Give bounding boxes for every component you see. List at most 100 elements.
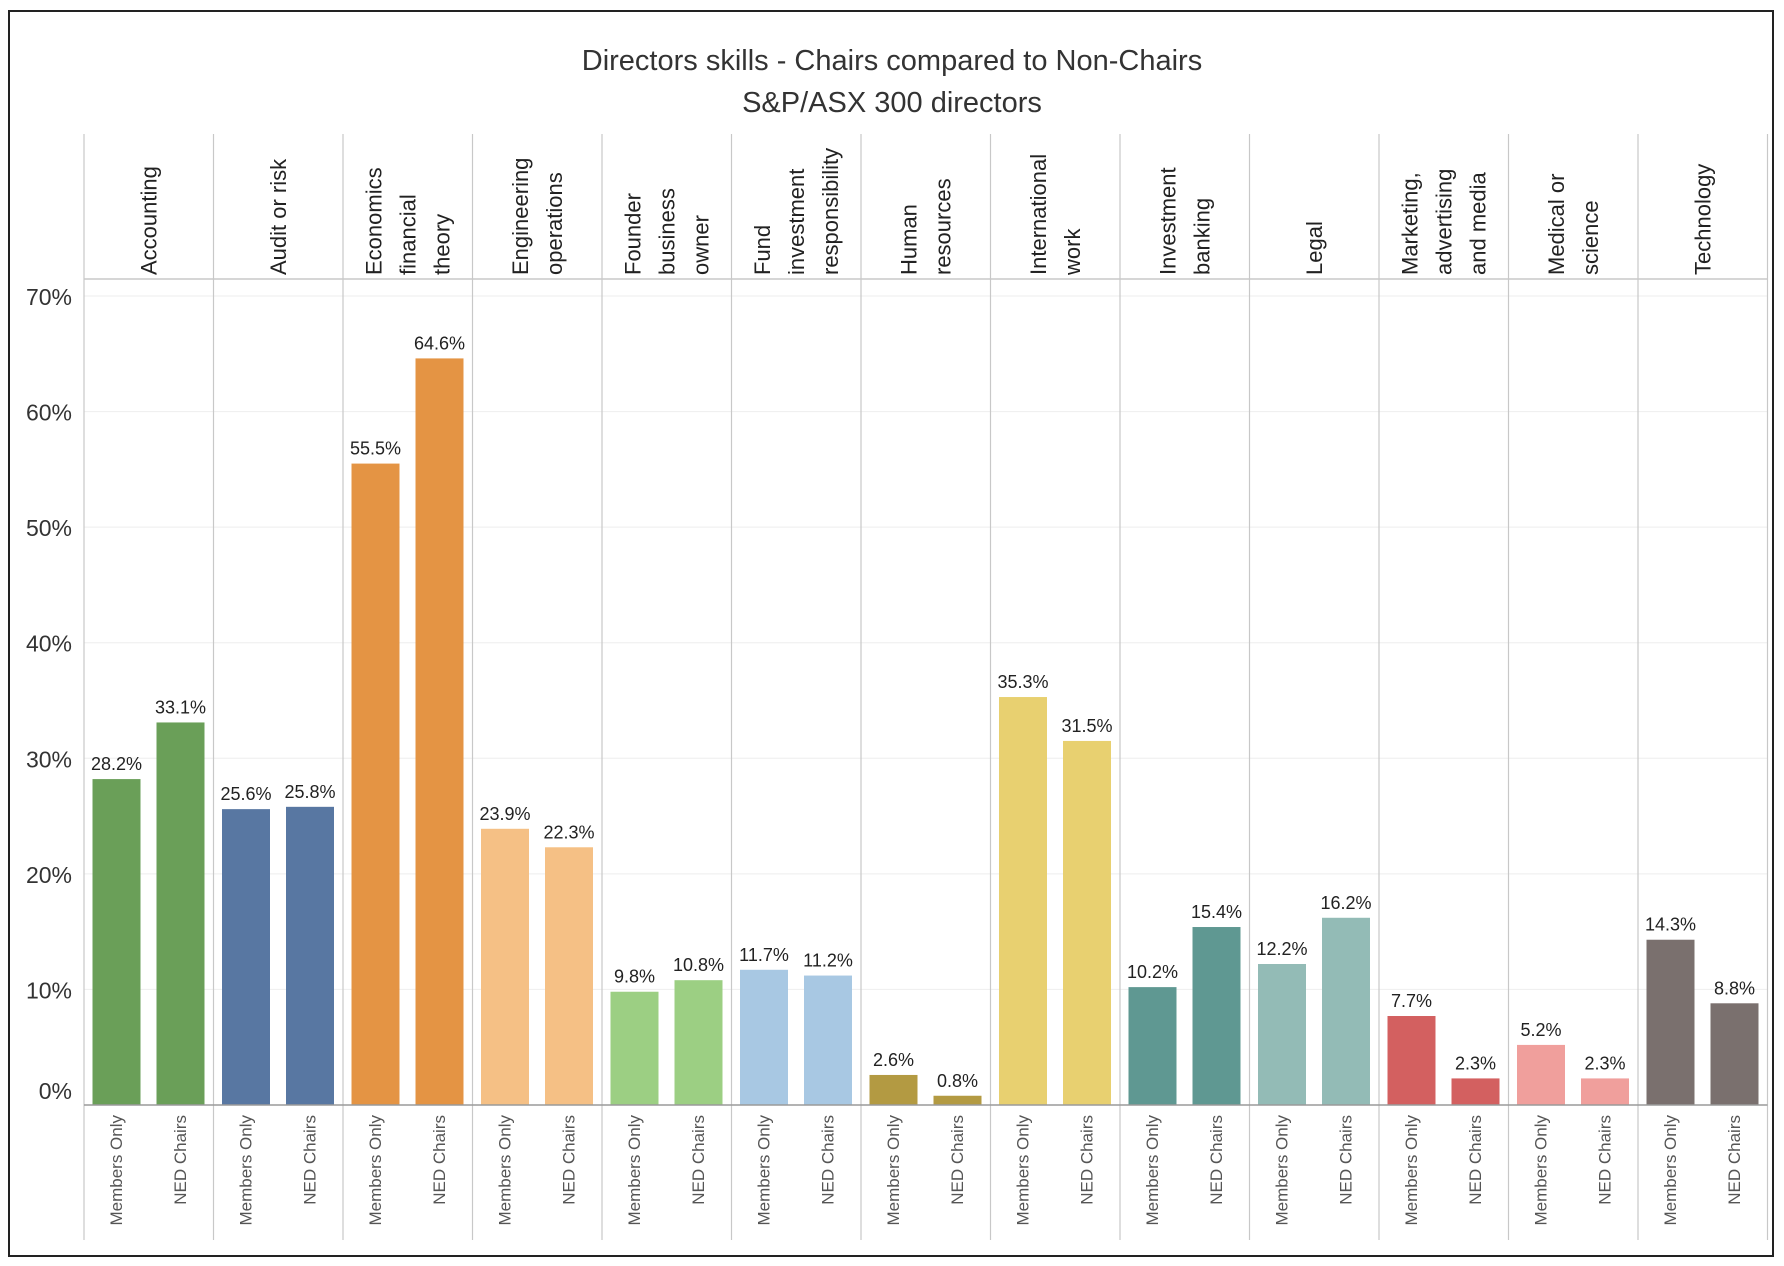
- bar: [1128, 987, 1177, 1105]
- category-header-label: work: [1060, 228, 1085, 276]
- x-tick-label: NED Chairs: [171, 1115, 190, 1205]
- bar: [1322, 917, 1370, 1105]
- bar-value-label: 25.8%: [284, 782, 335, 802]
- category-header-label: Technology: [1690, 164, 1715, 275]
- category-header-label: resources: [930, 178, 955, 275]
- bar: [1063, 740, 1111, 1105]
- bar: [740, 969, 788, 1105]
- y-tick-label: 60%: [26, 400, 72, 426]
- bar: [999, 697, 1047, 1105]
- category-header-label: Accounting: [136, 166, 161, 275]
- category-header-label: Legal: [1302, 221, 1327, 275]
- bar: [415, 358, 464, 1105]
- bar: [545, 847, 593, 1105]
- category-header-label: banking: [1189, 198, 1214, 275]
- category-header-label: financial: [395, 194, 420, 275]
- bar: [610, 991, 659, 1105]
- bar-value-label: 2.3%: [1455, 1053, 1496, 1073]
- x-tick-label: NED Chairs: [819, 1115, 838, 1205]
- x-tick-label: NED Chairs: [1337, 1115, 1356, 1205]
- x-tick-label: Members Only: [755, 1115, 774, 1226]
- bar: [1192, 927, 1241, 1105]
- x-tick-label: Members Only: [1143, 1115, 1162, 1226]
- x-tick-label: Members Only: [1402, 1115, 1421, 1226]
- bar: [869, 1074, 918, 1105]
- x-tick-label: NED Chairs: [1596, 1115, 1615, 1205]
- bar-value-label: 5.2%: [1520, 1020, 1561, 1040]
- x-tick-label: NED Chairs: [560, 1115, 579, 1205]
- x-tick-label: NED Chairs: [1078, 1115, 1097, 1205]
- x-tick-label: Members Only: [366, 1115, 385, 1226]
- bar-value-label: 10.2%: [1127, 962, 1178, 982]
- bar: [156, 722, 205, 1105]
- bar-value-label: 35.3%: [997, 672, 1048, 692]
- bar: [1646, 939, 1695, 1105]
- y-tick-label: 30%: [26, 746, 72, 772]
- x-tick-label: Members Only: [237, 1115, 256, 1226]
- bar: [1258, 964, 1306, 1105]
- x-tick-label: Members Only: [1014, 1115, 1033, 1226]
- y-tick-label: 0%: [39, 1078, 72, 1104]
- x-tick-label: Members Only: [1273, 1115, 1292, 1226]
- bar: [1517, 1044, 1565, 1105]
- y-tick-label: 70%: [26, 284, 72, 310]
- bars: [92, 358, 1759, 1105]
- bar-value-label: 2.6%: [873, 1050, 914, 1070]
- x-tick-label: Members Only: [884, 1115, 903, 1226]
- category-header-label: theory: [429, 214, 454, 275]
- category-header-label: Investment: [1155, 167, 1180, 275]
- bar: [1451, 1078, 1500, 1105]
- x-tick-label: NED Chairs: [948, 1115, 967, 1205]
- bar-value-label: 8.8%: [1714, 978, 1755, 998]
- category-header-label: Engineering: [508, 158, 533, 275]
- y-tick-label: 10%: [26, 977, 72, 1003]
- data-labels: 28.2% 33.1% 25.6% 25.8% 55.5% 64.6% 23.9% 22.3%…: [91, 333, 1755, 1090]
- bar: [481, 828, 529, 1105]
- bar-value-label: 31.5%: [1061, 716, 1112, 736]
- bar-value-label: 15.4%: [1191, 902, 1242, 922]
- x-tick-label: NED Chairs: [1466, 1115, 1485, 1205]
- x-tick-label: NED Chairs: [689, 1115, 708, 1205]
- category-header-label: advertising: [1431, 169, 1456, 275]
- chart-title: Directors skills - Chairs compared to No…: [582, 45, 1202, 77]
- bar: [933, 1095, 982, 1105]
- bar: [351, 463, 400, 1105]
- bar-value-label: 10.8%: [673, 955, 724, 975]
- category-header-label: Economics: [361, 167, 386, 275]
- bar-value-label: 7.7%: [1391, 991, 1432, 1011]
- gridlines: [83, 134, 1769, 1240]
- category-headers: Accounting Audit or risk Economics financia…: [84, 148, 1768, 280]
- chart-subtitle: S&P/ASX 300 directors: [742, 87, 1042, 119]
- bar-value-label: 25.6%: [220, 784, 271, 804]
- x-axis: Members Only NED Chairs Members Only NED Ch…: [84, 1104, 1768, 1226]
- y-tick-label: 20%: [26, 862, 72, 888]
- x-tick-label: NED Chairs: [301, 1115, 320, 1205]
- bar-value-label: 14.3%: [1645, 915, 1696, 935]
- x-tick-label: Members Only: [625, 1115, 644, 1226]
- y-tick-label: 40%: [26, 631, 72, 657]
- category-header-label: owner: [688, 215, 713, 275]
- bar: [1710, 1003, 1759, 1105]
- bar-value-label: 11.7%: [739, 945, 789, 965]
- y-tick-label: 50%: [26, 515, 72, 541]
- category-header-label: business: [654, 188, 679, 275]
- x-tick-label: Members Only: [496, 1115, 515, 1226]
- bar-value-label: 9.8%: [614, 967, 655, 987]
- bar-value-label: 12.2%: [1256, 939, 1307, 959]
- bar-value-label: 16.2%: [1320, 893, 1371, 913]
- x-tick-label: NED Chairs: [1207, 1115, 1226, 1205]
- bar-value-label: 55.5%: [350, 439, 401, 459]
- category-header-label: science: [1578, 200, 1603, 275]
- bar-value-label: 28.2%: [91, 754, 142, 774]
- bar: [1387, 1016, 1436, 1105]
- category-header-label: Marketing,: [1397, 172, 1422, 275]
- bar-value-label: 33.1%: [155, 697, 206, 717]
- bar: [1581, 1078, 1629, 1105]
- x-tick-label: Members Only: [1532, 1115, 1551, 1226]
- x-tick-label: Members Only: [1661, 1115, 1680, 1226]
- category-header-label: Fund: [750, 225, 775, 275]
- bar-value-label: 2.3%: [1584, 1053, 1625, 1073]
- bar: [804, 975, 852, 1105]
- bar: [674, 980, 723, 1105]
- category-header-label: investment: [784, 169, 809, 275]
